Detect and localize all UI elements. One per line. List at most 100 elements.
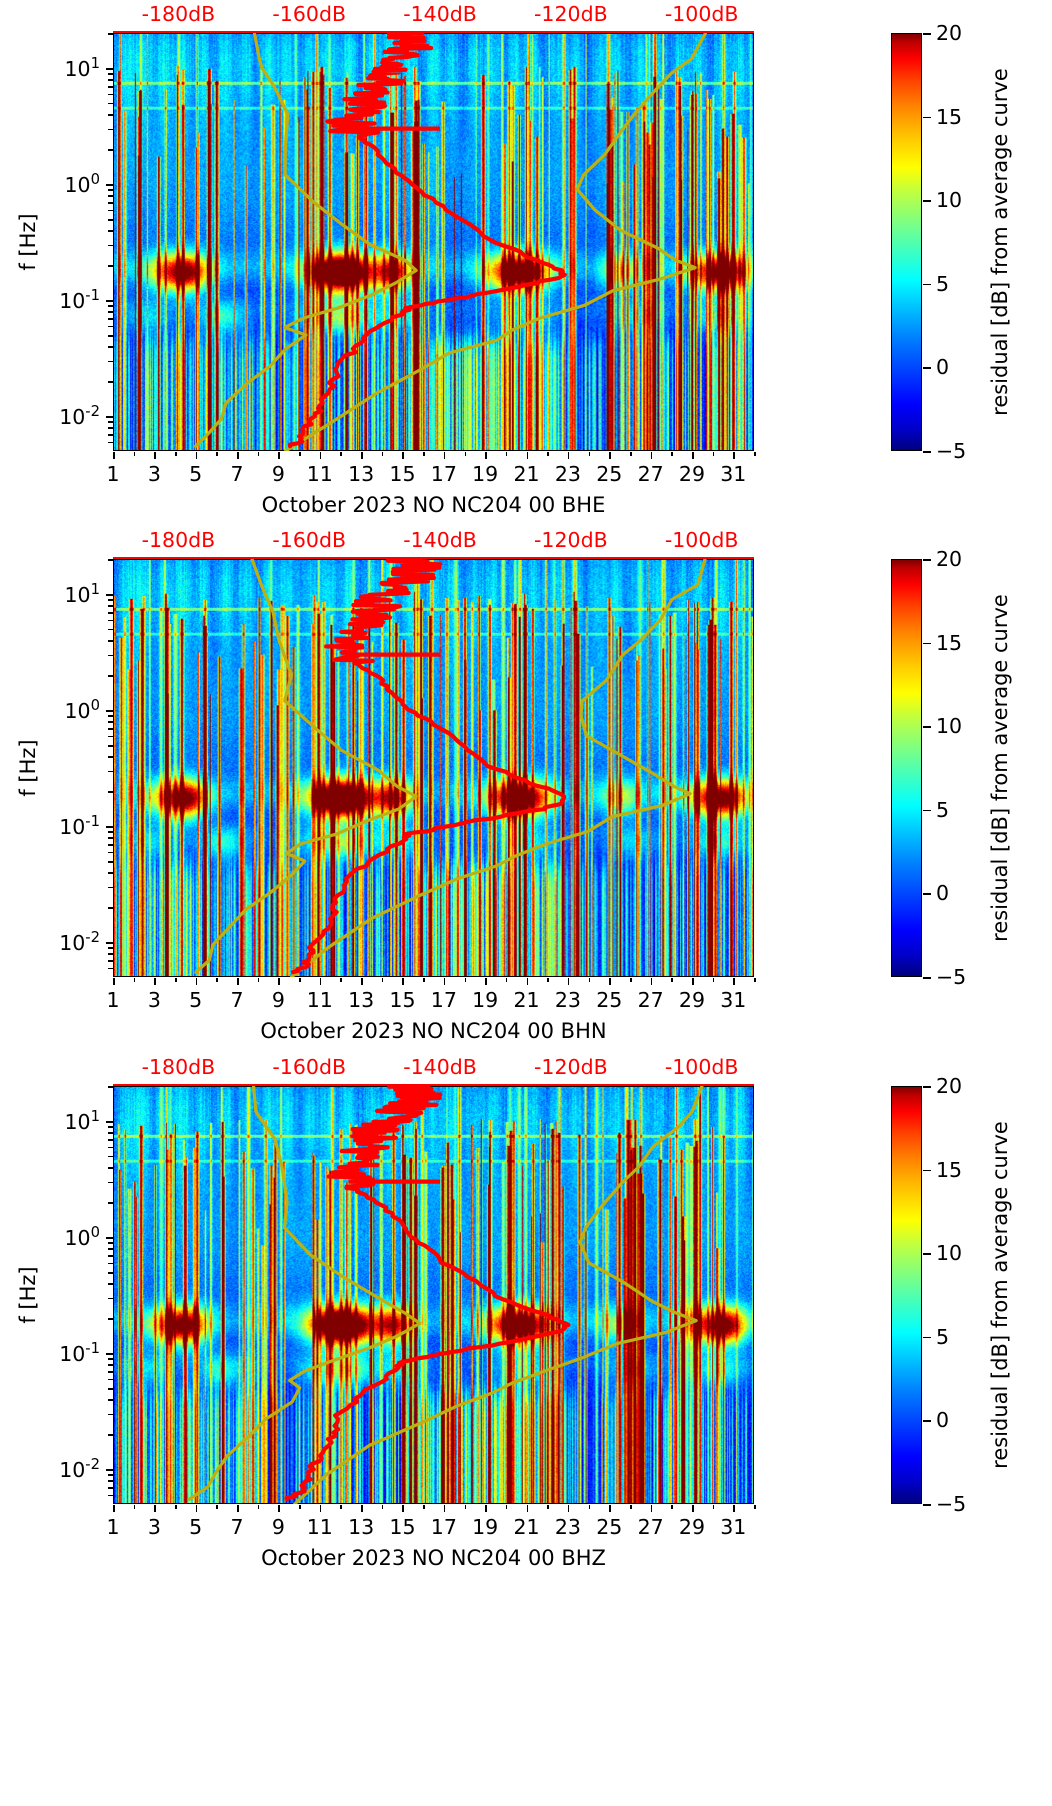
x-axis-minor-tick xyxy=(423,978,425,982)
x-axis-tick xyxy=(237,1505,239,1512)
x-axis-label: 11 xyxy=(306,988,333,1012)
y-axis-minor-tick xyxy=(108,79,113,81)
y-axis-minor-tick xyxy=(108,311,113,313)
y-axis-minor-tick xyxy=(108,1146,113,1149)
x-axis-label: 1 xyxy=(106,462,120,486)
x-axis-label: 25 xyxy=(596,1515,623,1539)
x-axis-label: 27 xyxy=(637,462,664,486)
y-axis-minor-tick xyxy=(108,640,113,642)
y-axis-minor-tick xyxy=(108,1364,113,1366)
y-axis-tick xyxy=(106,1120,113,1123)
colorbar-tick-label: 10 xyxy=(936,188,963,213)
colorbar-tick xyxy=(923,1336,931,1339)
x-axis-label: 27 xyxy=(637,988,664,1012)
y-axis-minor-tick xyxy=(108,1126,113,1128)
x-axis-label: 27 xyxy=(637,1515,664,1539)
y-axis-minor-tick xyxy=(108,325,113,328)
x-axis-minor-tick xyxy=(216,452,218,456)
x-axis-tick xyxy=(567,1505,570,1512)
y-axis-label: 10-1 xyxy=(59,287,100,313)
x-axis-tick xyxy=(609,1505,611,1512)
y-axis-minor-tick xyxy=(108,1494,113,1497)
x-axis-tick xyxy=(195,978,198,985)
x-axis-minor-tick xyxy=(216,1505,218,1509)
x-axis-minor-tick xyxy=(175,452,177,456)
x-axis-minor-tick xyxy=(505,978,508,982)
y-axis-label: 101 xyxy=(64,581,100,607)
x-axis-tick xyxy=(485,452,487,459)
x-axis-label: 13 xyxy=(348,988,375,1012)
colorbar-tick-label: 0 xyxy=(936,1408,950,1433)
x-axis-minor-tick xyxy=(754,452,756,456)
x-axis-tick xyxy=(650,978,653,985)
x-axis-minor-tick xyxy=(299,452,301,456)
y-axis-minor-tick xyxy=(108,872,113,874)
x-axis-tick xyxy=(361,1505,363,1512)
colorbar-tick xyxy=(923,283,931,286)
x-axis-tick xyxy=(154,1505,156,1512)
colorbar-tick xyxy=(923,200,931,202)
x-axis-label: 25 xyxy=(596,988,623,1012)
x-axis-minor-tick xyxy=(629,978,632,982)
x-axis-label: 15 xyxy=(389,1515,416,1539)
x-axis-tick xyxy=(402,452,405,459)
y-axis-minor-tick xyxy=(108,715,113,717)
spectrogram-plot-bhz xyxy=(113,1086,754,1504)
x-axis-label: 5 xyxy=(189,988,203,1012)
x-axis-tick xyxy=(567,452,570,459)
y-axis-minor-tick xyxy=(108,346,113,348)
x-axis-minor-tick xyxy=(381,1505,384,1509)
colorbar-tick-label: 20 xyxy=(936,547,963,571)
x-axis-minor-tick xyxy=(133,452,136,456)
y-axis-minor-tick xyxy=(108,953,113,955)
x-axis-minor-tick xyxy=(175,978,177,982)
x-axis-minor-tick xyxy=(423,452,425,456)
x-axis-label: 7 xyxy=(230,462,244,486)
colorbar-tick-label: 0 xyxy=(936,881,950,906)
panel-caption-bhe: October 2023 NO NC204 00 BHE xyxy=(261,493,606,517)
x-axis-tick xyxy=(733,1505,735,1512)
y-axis-minor-tick xyxy=(108,831,113,833)
y-axis-tick xyxy=(106,183,113,186)
y-axis-minor-tick xyxy=(108,599,113,601)
colorbar-tick xyxy=(923,1086,931,1088)
colorbar-tick xyxy=(923,1504,931,1506)
x-axis-minor-tick xyxy=(340,452,343,456)
y-axis-minor-tick xyxy=(108,189,113,191)
x-axis-tick xyxy=(526,452,529,459)
y-axis-minor-tick xyxy=(108,1358,113,1360)
x-axis-minor-tick xyxy=(381,452,384,456)
x-axis-tick xyxy=(278,978,280,985)
y-axis-minor-tick xyxy=(108,1132,113,1134)
x-axis-minor-tick xyxy=(671,1505,673,1509)
y-axis-minor-tick xyxy=(108,886,113,889)
y-axis-minor-tick xyxy=(108,967,113,970)
x-axis-label: 31 xyxy=(720,988,747,1012)
y-axis-minor-tick xyxy=(108,756,113,758)
x-axis-minor-tick xyxy=(133,978,136,982)
y-axis-minor-tick xyxy=(108,195,113,197)
colorbar-tick xyxy=(923,726,931,728)
x-axis-minor-tick xyxy=(340,978,343,982)
y-axis-minor-tick xyxy=(108,654,113,657)
x-axis-tick xyxy=(319,978,322,985)
top-db-label: -100dB xyxy=(664,1055,739,1079)
x-axis-label: 9 xyxy=(271,1515,285,1539)
y-axis-label: 10-2 xyxy=(59,403,100,429)
spectrogram-plot-bhe xyxy=(113,33,754,451)
x-axis-label: 15 xyxy=(389,462,416,486)
x-axis-tick xyxy=(443,1505,446,1512)
panel-caption-bhn: October 2023 NO NC204 00 BHN xyxy=(260,1019,607,1043)
y-axis-minor-tick xyxy=(108,244,113,247)
x-axis-label: 1 xyxy=(106,988,120,1012)
y-axis-tick xyxy=(106,942,113,944)
top-db-label: -120dB xyxy=(534,1055,608,1079)
y-axis-minor-tick xyxy=(108,1138,113,1141)
top-db-label: -120dB xyxy=(534,2,608,26)
colorbar-title-bhn: residual [dB] from average curve xyxy=(988,594,1012,942)
y-axis-minor-tick xyxy=(108,605,113,607)
x-axis-label: 25 xyxy=(596,462,623,486)
y-axis-minor-tick xyxy=(108,334,113,337)
colorbar-tick-label: 10 xyxy=(936,1241,963,1266)
x-axis-label: 17 xyxy=(430,988,457,1012)
